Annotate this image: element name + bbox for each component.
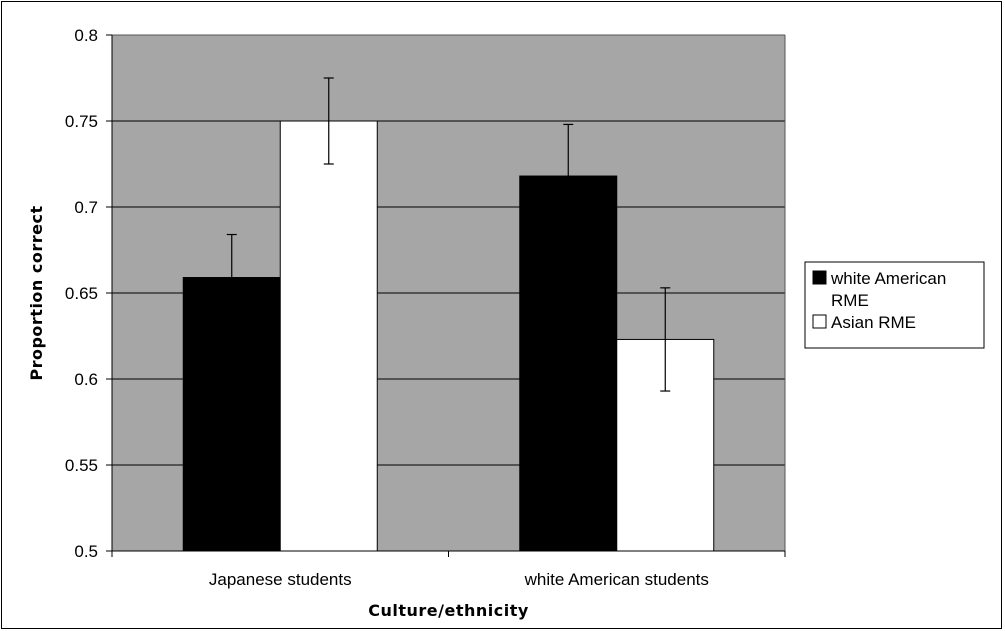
axes <box>106 34 786 557</box>
y-tick-label: 0.8 <box>74 26 98 45</box>
y-tick-label: 0.5 <box>74 542 98 561</box>
bar <box>519 175 618 552</box>
x-category-label: Japanese students <box>209 570 352 589</box>
y-axis-title: Proportion correct <box>27 205 46 380</box>
y-tick-label: 0.75 <box>65 112 98 131</box>
legend: white American RME Asian RME <box>804 261 985 349</box>
x-axis-title: Culture/ethnicity <box>368 601 529 620</box>
y-tick-labels: 0.5 0.55 0.6 0.65 0.7 0.75 0.8 <box>65 26 98 561</box>
legend-swatch <box>812 270 827 285</box>
x-category-label: white American students <box>524 570 709 589</box>
bar <box>279 120 378 552</box>
error-bars <box>226 77 671 392</box>
y-tick-label: 0.55 <box>65 456 98 475</box>
x-category-labels: Japanese students white American students <box>209 570 709 589</box>
y-tick-label: 0.65 <box>65 284 98 303</box>
y-tick-label: 0.6 <box>74 370 98 389</box>
legend-label: white American <box>830 269 946 288</box>
legend-box <box>804 261 985 349</box>
legend-swatch <box>812 314 827 329</box>
legend-label: Asian RME <box>831 313 916 332</box>
bars <box>182 120 715 552</box>
legend-label: RME <box>831 291 869 310</box>
y-tick-label: 0.7 <box>74 198 98 217</box>
